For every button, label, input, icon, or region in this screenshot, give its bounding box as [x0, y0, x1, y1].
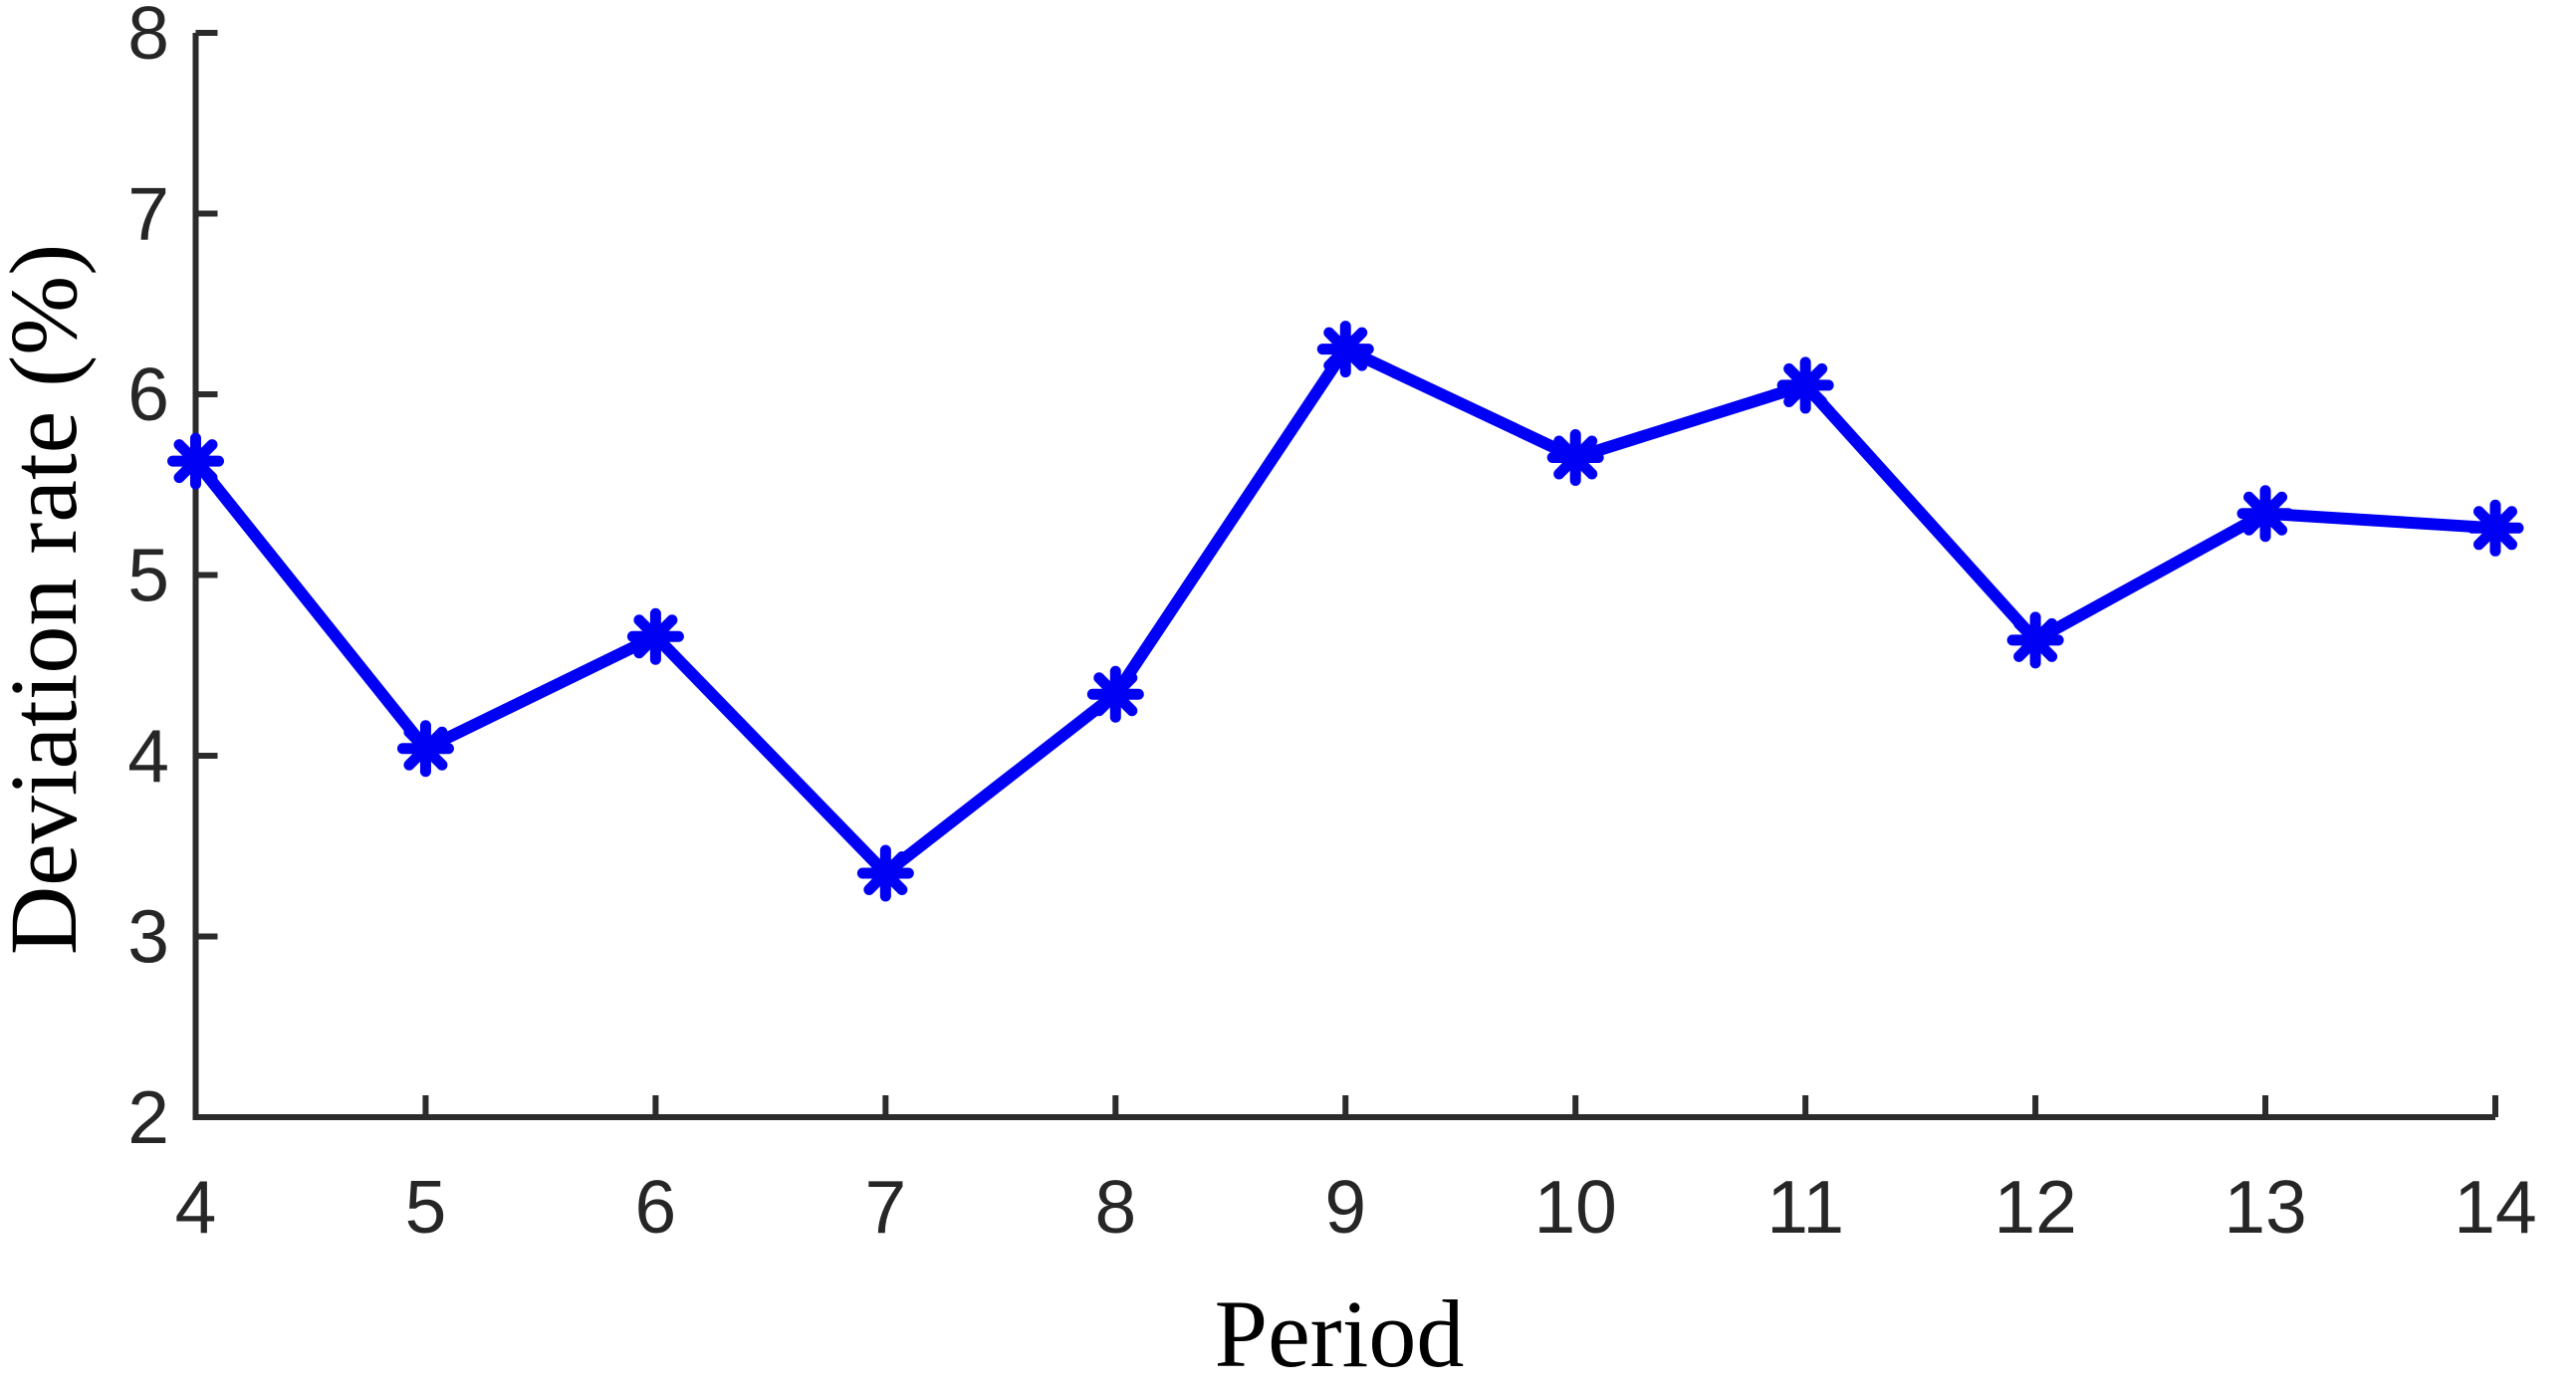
marker-arm: [1553, 435, 1598, 480]
marker-arm: [2013, 617, 2058, 662]
marker-arm: [1323, 327, 1368, 371]
y-tick-label: 4: [127, 714, 169, 798]
x-tick-label: 14: [2454, 1165, 2536, 1249]
x-tick-labels-group: 4 5 6 7 8 9 10 11 12 13 14: [175, 1165, 2537, 1249]
y-tick-label: 5: [127, 534, 169, 617]
x-tick-label: 11: [1766, 1165, 1844, 1249]
y-ticks-group: [195, 30, 218, 1120]
y-tick-label: 2: [127, 1075, 169, 1159]
data-series-group: [167, 321, 2524, 902]
data-marker: [2006, 611, 2064, 669]
marker-arm: [403, 726, 448, 771]
x-tick-label: 13: [2224, 1165, 2306, 1249]
x-tick-label: 12: [1993, 1165, 2076, 1249]
x-tick-label: 10: [1533, 1165, 1616, 1249]
marker-arm: [1093, 672, 1138, 717]
data-marker: [1086, 665, 1144, 723]
x-tick-label: 8: [1094, 1165, 1136, 1249]
y-tick-label: 6: [127, 352, 169, 436]
marker-arm: [2243, 491, 2288, 536]
x-tick-label: 7: [864, 1165, 906, 1249]
data-marker: [167, 432, 224, 490]
data-marker: [1776, 356, 1834, 414]
x-tick-label: 6: [635, 1165, 677, 1249]
series-line: [189, 343, 2501, 879]
x-tick-label: 5: [405, 1165, 447, 1249]
y-axis-title: Deviation rate (%): [0, 244, 97, 955]
y-tick-labels-group: 2 3 4 5 6 7 8: [127, 0, 169, 1159]
marker-arm: [1783, 362, 1828, 407]
y-tick-label: 7: [127, 172, 169, 256]
marker-arm: [173, 439, 218, 484]
marker-arm: [2473, 506, 2517, 551]
marker-arm: [863, 850, 908, 895]
x-tick-label: 4: [175, 1165, 217, 1249]
data-marker: [1546, 429, 1604, 487]
data-marker: [396, 720, 454, 778]
x-tick-label: 9: [1324, 1165, 1366, 1249]
data-marker: [626, 607, 684, 665]
data-marker: [1316, 321, 1374, 378]
data-marker: [856, 844, 914, 902]
y-tick-label: 3: [127, 895, 169, 979]
y-tick-label: 8: [127, 0, 169, 75]
markers-group: [167, 321, 2524, 902]
x-ticks-group: [192, 1095, 2498, 1117]
data-marker: [2236, 485, 2294, 543]
data-marker: [2466, 499, 2524, 557]
x-axis-title: Period: [1215, 1280, 1465, 1386]
marker-arm: [633, 614, 678, 659]
